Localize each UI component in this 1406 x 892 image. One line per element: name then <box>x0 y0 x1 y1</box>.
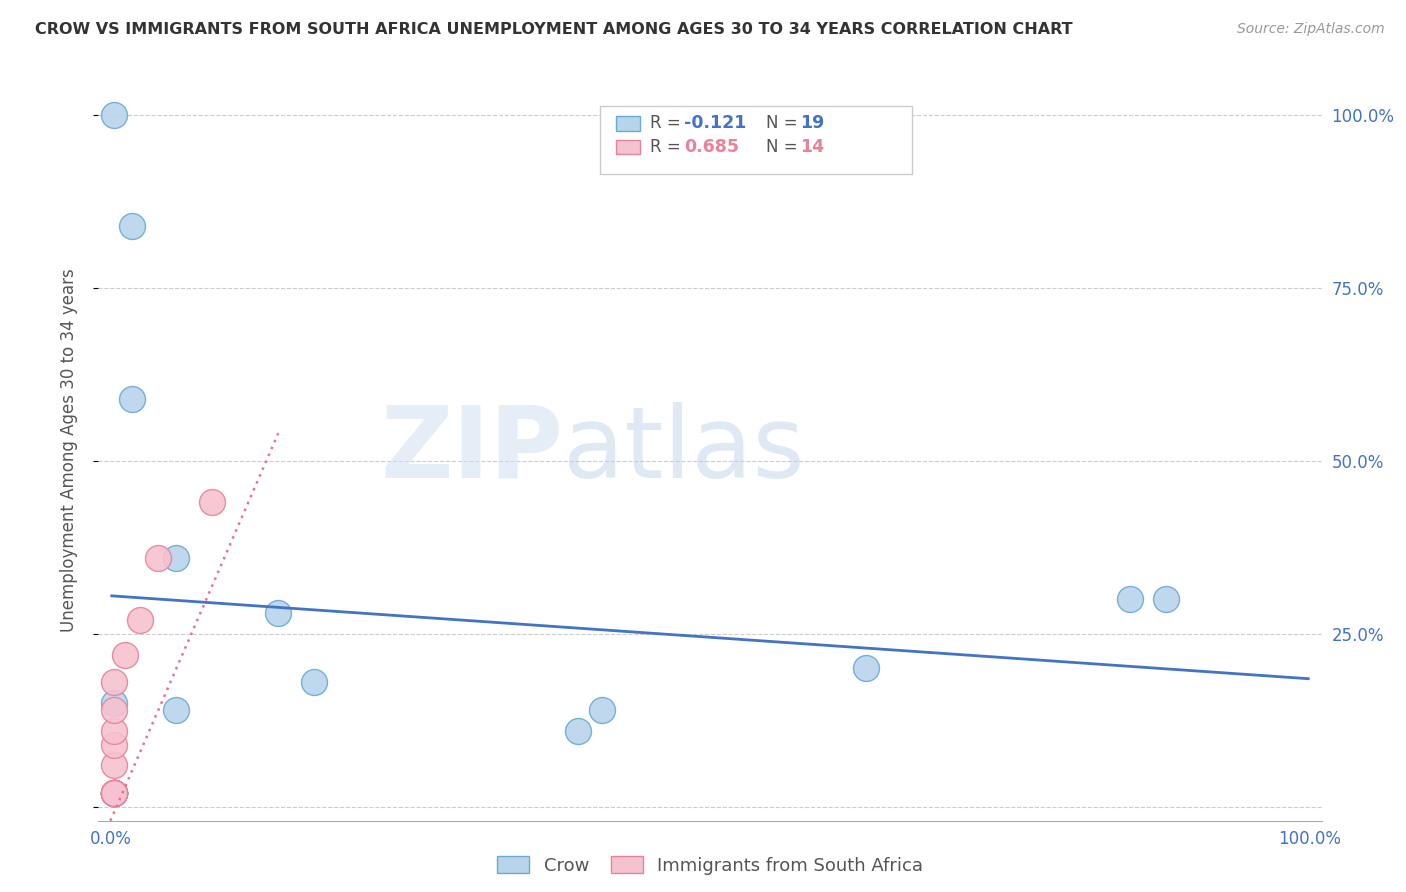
FancyBboxPatch shape <box>600 106 912 174</box>
Point <box>103 786 125 800</box>
Point <box>165 703 187 717</box>
Point <box>103 703 125 717</box>
Point <box>1119 592 1142 607</box>
Point <box>148 550 170 565</box>
Point <box>103 786 125 800</box>
Text: 19: 19 <box>800 114 825 132</box>
Point <box>591 703 613 717</box>
Text: -0.121: -0.121 <box>685 114 747 132</box>
Legend: Crow, Immigrants from South Africa: Crow, Immigrants from South Africa <box>489 849 931 882</box>
Point <box>121 392 143 406</box>
Point <box>103 786 125 800</box>
Point <box>129 613 152 627</box>
Text: Source: ZipAtlas.com: Source: ZipAtlas.com <box>1237 22 1385 37</box>
Bar <box>616 116 640 130</box>
Text: N =: N = <box>766 114 803 132</box>
Point <box>103 738 125 752</box>
Point <box>121 219 143 233</box>
Bar <box>616 139 640 154</box>
Point <box>103 786 125 800</box>
Point <box>1154 592 1177 607</box>
Point <box>201 495 224 509</box>
Point <box>855 661 877 675</box>
Text: atlas: atlas <box>564 402 804 499</box>
Point <box>304 675 326 690</box>
Point <box>103 696 125 710</box>
Point <box>567 723 589 738</box>
Point <box>267 606 290 620</box>
Point <box>165 550 187 565</box>
Point <box>103 786 125 800</box>
Text: ZIP: ZIP <box>381 402 564 499</box>
Text: R =: R = <box>650 114 686 132</box>
Text: 14: 14 <box>800 138 825 156</box>
Point <box>103 675 125 690</box>
Point <box>103 786 125 800</box>
Text: R =: R = <box>650 138 686 156</box>
Point <box>103 758 125 772</box>
Point <box>103 786 125 800</box>
Point <box>103 786 125 800</box>
Point <box>114 648 136 662</box>
Point <box>103 723 125 738</box>
Point <box>103 786 125 800</box>
Point <box>103 108 125 122</box>
Text: N =: N = <box>766 138 803 156</box>
Point <box>103 786 125 800</box>
Text: 0.685: 0.685 <box>685 138 740 156</box>
Point <box>103 786 125 800</box>
Text: CROW VS IMMIGRANTS FROM SOUTH AFRICA UNEMPLOYMENT AMONG AGES 30 TO 34 YEARS CORR: CROW VS IMMIGRANTS FROM SOUTH AFRICA UNE… <box>35 22 1073 37</box>
Y-axis label: Unemployment Among Ages 30 to 34 years: Unemployment Among Ages 30 to 34 years <box>59 268 77 632</box>
